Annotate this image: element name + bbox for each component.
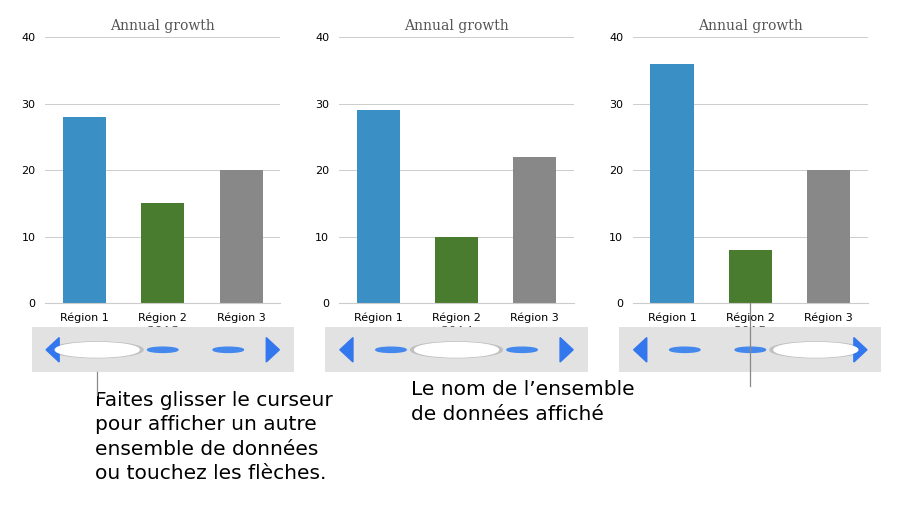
Bar bbox=[356, 111, 399, 303]
Bar bbox=[141, 204, 184, 303]
FancyBboxPatch shape bbox=[310, 326, 602, 373]
Circle shape bbox=[669, 347, 699, 352]
Bar bbox=[806, 170, 849, 303]
Circle shape bbox=[734, 347, 765, 352]
Polygon shape bbox=[46, 338, 59, 362]
Text: Le nom de l’ensemble
de données affiché: Le nom de l’ensemble de données affiché bbox=[411, 380, 634, 423]
Title: Annual growth: Annual growth bbox=[697, 19, 802, 34]
Text: 2014: 2014 bbox=[439, 326, 473, 339]
Circle shape bbox=[769, 342, 861, 358]
Circle shape bbox=[376, 347, 405, 352]
Bar bbox=[219, 170, 263, 303]
Bar bbox=[63, 117, 106, 303]
Polygon shape bbox=[266, 338, 279, 362]
Title: Annual growth: Annual growth bbox=[404, 19, 508, 34]
Circle shape bbox=[51, 342, 143, 358]
Circle shape bbox=[773, 343, 857, 357]
Bar bbox=[649, 64, 693, 303]
Text: Faites glisser le curseur
pour afficher un autre
ensemble de données
ou touchez : Faites glisser le curseur pour afficher … bbox=[95, 391, 332, 483]
Polygon shape bbox=[340, 338, 352, 362]
Polygon shape bbox=[560, 338, 573, 362]
Text: 2015: 2015 bbox=[732, 326, 767, 339]
Polygon shape bbox=[853, 338, 866, 362]
Bar bbox=[728, 250, 771, 303]
Circle shape bbox=[147, 347, 178, 352]
Title: Annual growth: Annual growth bbox=[110, 19, 215, 34]
Bar bbox=[513, 157, 556, 303]
Polygon shape bbox=[633, 338, 646, 362]
Circle shape bbox=[414, 343, 498, 357]
Bar bbox=[434, 237, 478, 303]
Text: 2013: 2013 bbox=[145, 326, 180, 339]
Circle shape bbox=[507, 347, 536, 352]
Circle shape bbox=[213, 347, 243, 352]
FancyBboxPatch shape bbox=[603, 326, 896, 373]
Circle shape bbox=[55, 343, 139, 357]
FancyBboxPatch shape bbox=[16, 326, 309, 373]
Circle shape bbox=[410, 342, 502, 358]
